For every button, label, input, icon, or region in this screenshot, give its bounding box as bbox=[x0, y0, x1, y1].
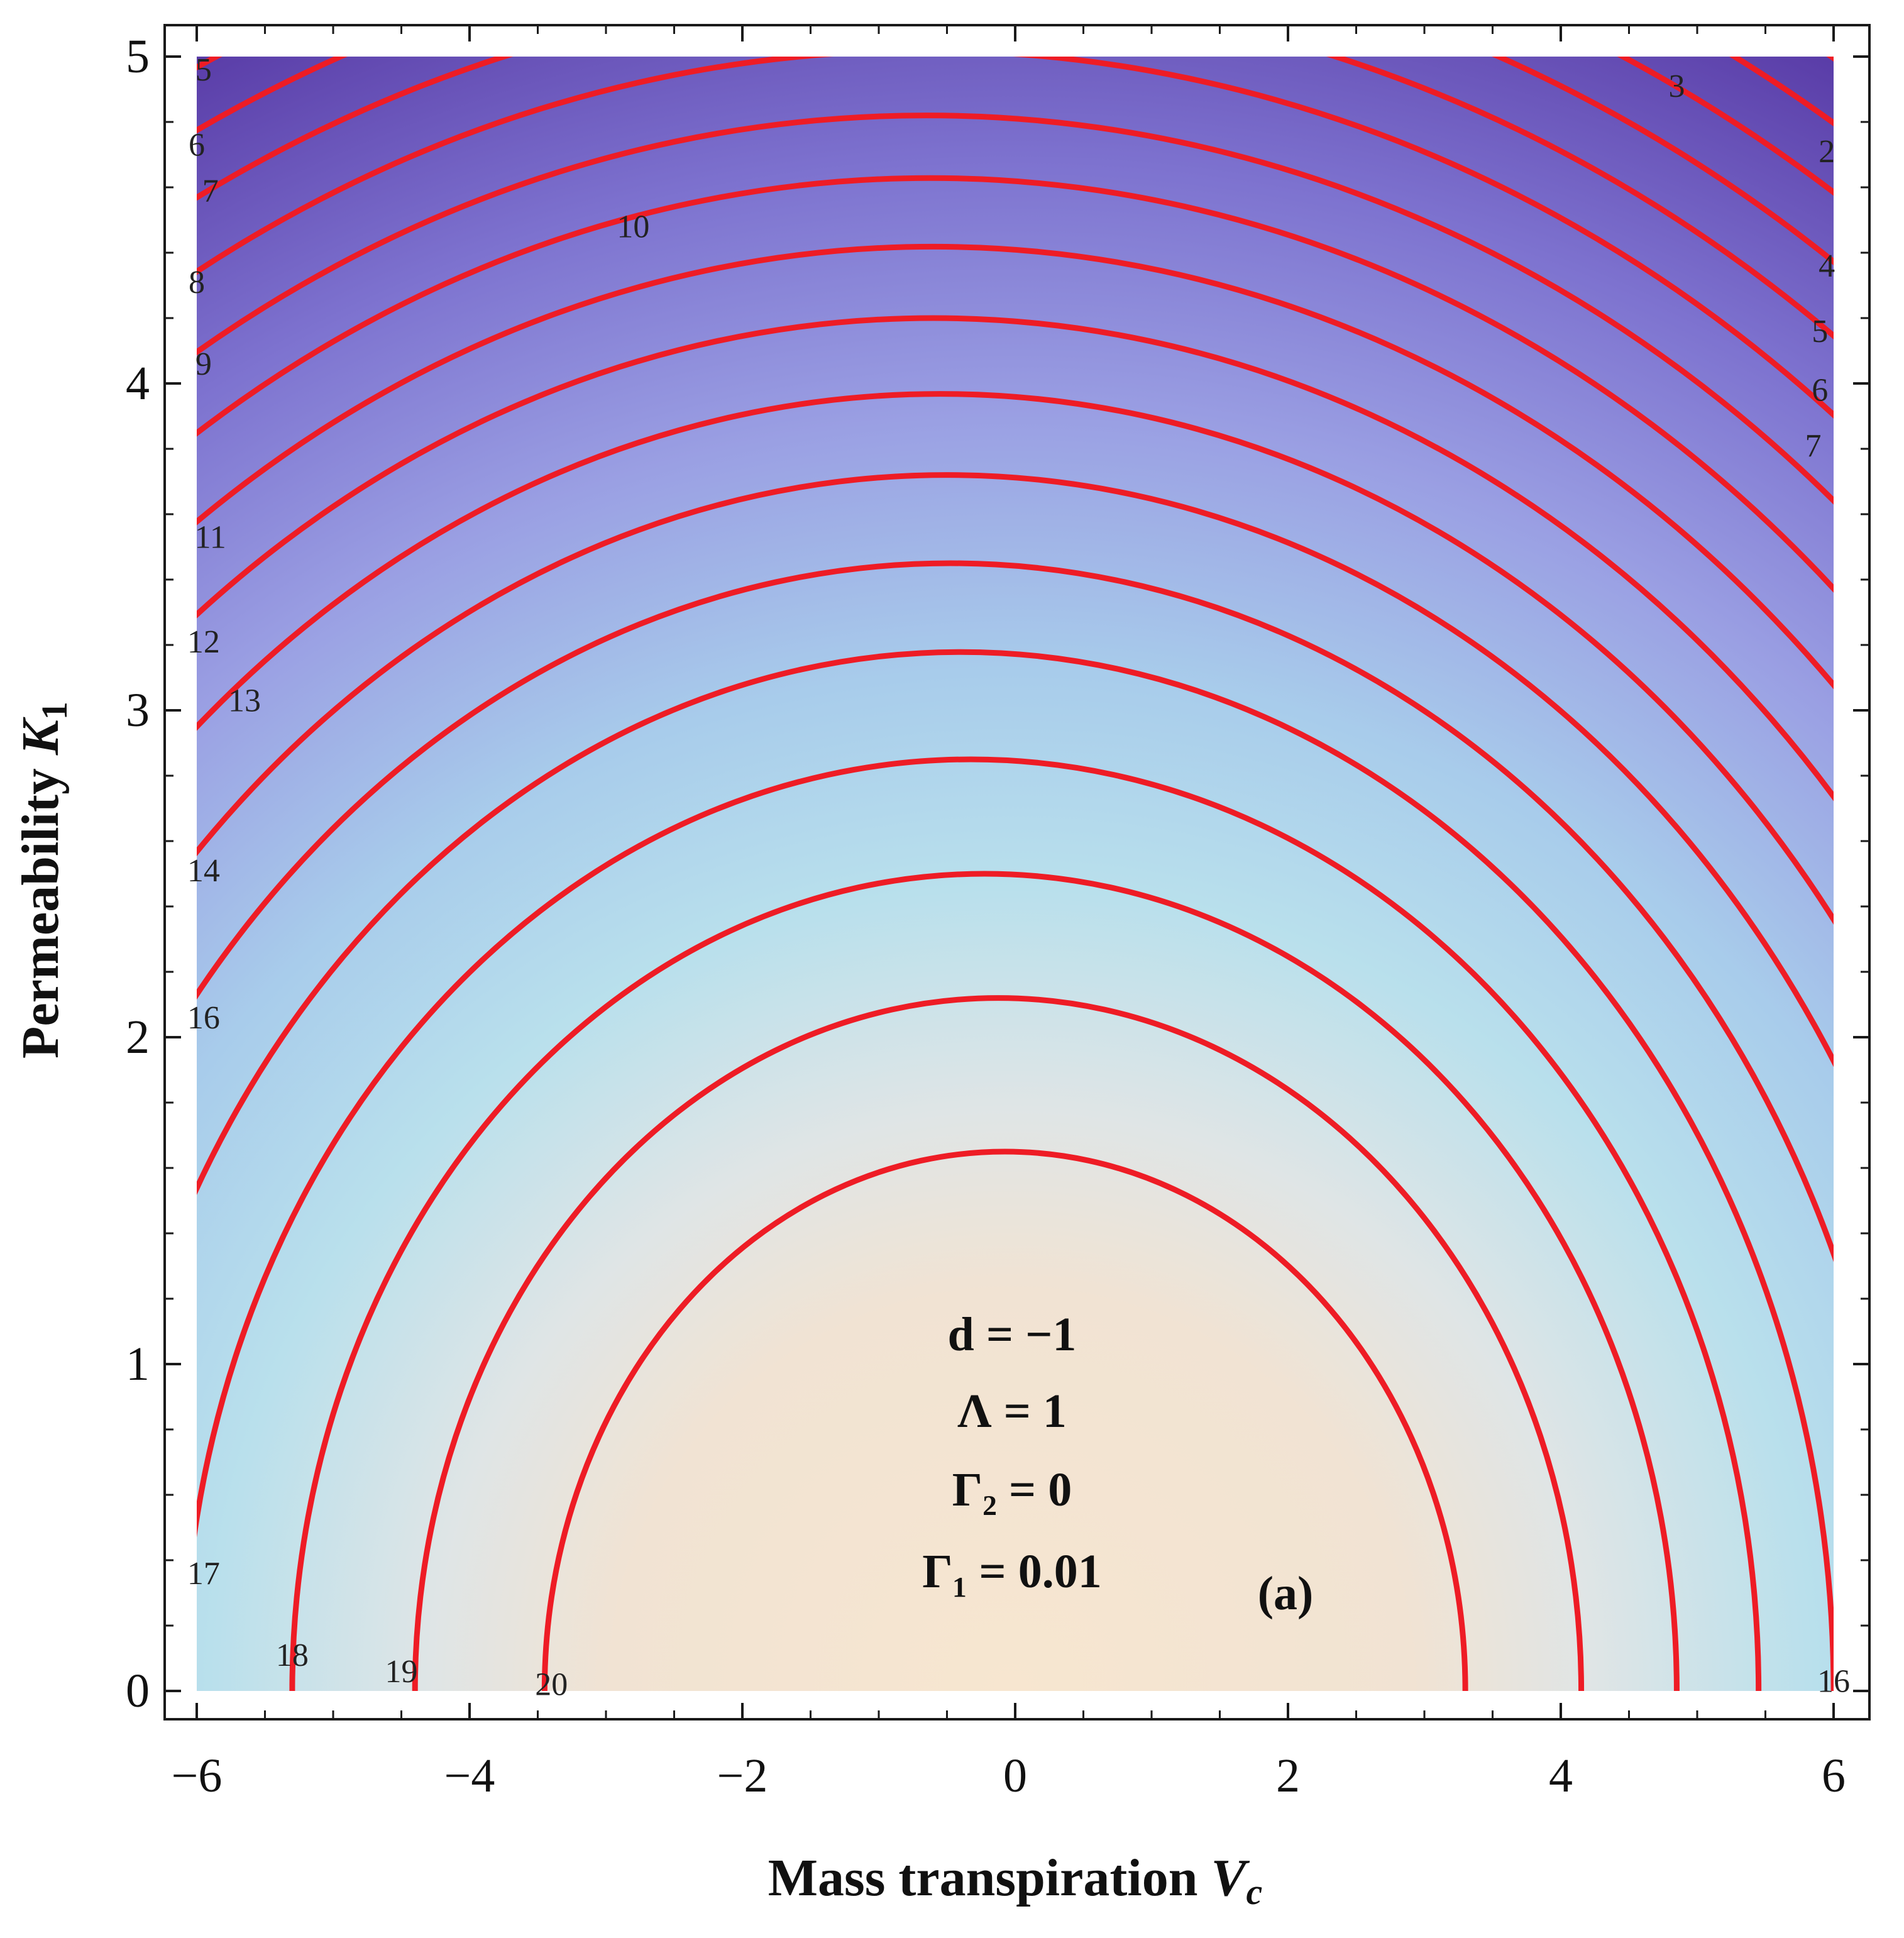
x-axis-symbol: V bbox=[1211, 1849, 1250, 1907]
contour-line-12 bbox=[197, 315, 1834, 801]
x-tick-label: −4 bbox=[444, 1749, 495, 1802]
contour-label: 18 bbox=[276, 1638, 309, 1673]
x-tick-label: −6 bbox=[172, 1749, 223, 1802]
axis-ticks bbox=[165, 25, 1869, 1719]
contour-label: 5 bbox=[195, 52, 212, 88]
y-axis-symbol: K bbox=[11, 717, 70, 756]
contour-label: 7 bbox=[1805, 428, 1821, 464]
x-axis-title: Mass transpiration Vc bbox=[768, 1849, 1262, 1912]
y-tick-label: 1 bbox=[126, 1338, 150, 1390]
param-lambda: Λ = 1 bbox=[957, 1385, 1067, 1438]
y-tick-label: 0 bbox=[126, 1665, 150, 1717]
y-axis-subscript: 1 bbox=[34, 702, 75, 720]
contour-label: 4 bbox=[1819, 248, 1835, 284]
contour-line-9 bbox=[197, 113, 1834, 505]
x-tick-label: 4 bbox=[1549, 1749, 1573, 1802]
contour-line-14 bbox=[197, 472, 1834, 1067]
y-tick-label: 4 bbox=[126, 357, 150, 410]
y-axis-title-text: Permeability bbox=[11, 768, 70, 1059]
y-axis-title: Permeability K1 bbox=[11, 702, 75, 1059]
plot-background bbox=[197, 57, 1834, 1691]
param-gamma2: Γ₂ = 0 bbox=[952, 1463, 1072, 1516]
contour-label: 7 bbox=[202, 173, 219, 209]
plot-frame bbox=[163, 24, 1871, 1721]
y-tick-label: 2 bbox=[126, 1011, 150, 1064]
contour-label: 9 bbox=[195, 346, 212, 382]
y-tick-label: 3 bbox=[126, 684, 150, 737]
contour-line-19 bbox=[412, 995, 1585, 1691]
x-tick-label: 2 bbox=[1276, 1749, 1300, 1802]
contour-lines bbox=[197, 57, 1834, 1691]
contour-label: 20 bbox=[535, 1667, 568, 1703]
contour-label: 10 bbox=[617, 209, 649, 245]
contour-label: 16 bbox=[187, 1000, 220, 1036]
x-tick-label: 6 bbox=[1822, 1749, 1846, 1802]
contour-label: 14 bbox=[187, 853, 220, 889]
contour-label: 16 bbox=[1817, 1664, 1850, 1700]
contour-line-20 bbox=[541, 1148, 1468, 1691]
contour-label: 19 bbox=[385, 1654, 418, 1690]
parameter-annotations: d = −1 Λ = 1 Γ₂ = 0 Γ₁ = 0.01 (a) bbox=[922, 1308, 1313, 1620]
contour-line-16 bbox=[197, 648, 1834, 1691]
contour-label: 11 bbox=[195, 520, 226, 556]
contour-label: 6 bbox=[1812, 373, 1828, 409]
contour-label: 8 bbox=[189, 265, 205, 300]
contour-label: 17 bbox=[187, 1556, 220, 1592]
contour-label: 5 bbox=[1812, 314, 1828, 350]
x-axis-subscript: c bbox=[1246, 1871, 1262, 1912]
x-tick-labels: −6 −4 −2 0 2 4 6 bbox=[172, 1749, 1846, 1802]
contour-line-11 bbox=[197, 243, 1834, 689]
x-tick-label: −2 bbox=[717, 1749, 768, 1802]
contour-label: 13 bbox=[228, 683, 261, 719]
param-gamma1: Γ₁ = 0.01 bbox=[922, 1545, 1101, 1598]
x-tick-label: 0 bbox=[1003, 1749, 1027, 1802]
contour-label: 6 bbox=[189, 128, 205, 163]
panel-label: (a) bbox=[1258, 1567, 1314, 1620]
param-d: d = −1 bbox=[948, 1308, 1077, 1361]
y-tick-label: 5 bbox=[126, 30, 150, 83]
contour-label: 2 bbox=[1819, 134, 1835, 170]
contour-label: 12 bbox=[187, 624, 220, 660]
y-tick-labels: 0 1 2 3 4 5 bbox=[126, 30, 150, 1717]
x-axis-title-text: Mass transpiration bbox=[768, 1849, 1198, 1907]
contour-label: 3 bbox=[1668, 69, 1685, 104]
